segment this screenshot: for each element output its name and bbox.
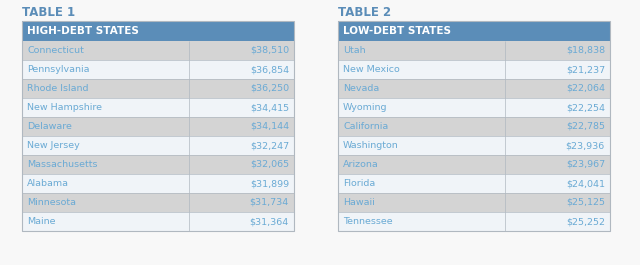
Text: $31,734: $31,734 [250, 198, 289, 207]
Bar [22, 174, 189, 193]
Bar [22, 79, 189, 98]
Bar [189, 155, 294, 174]
Text: $31,899: $31,899 [250, 179, 289, 188]
Bar [22, 21, 294, 231]
Text: TABLE 2: TABLE 2 [338, 6, 391, 19]
Bar [189, 79, 294, 98]
Bar [22, 193, 189, 212]
Bar [338, 117, 506, 136]
Text: $22,254: $22,254 [566, 103, 605, 112]
Text: Rhode Island: Rhode Island [27, 84, 88, 93]
Text: New Mexico: New Mexico [343, 65, 400, 74]
Bar [22, 155, 189, 174]
Text: $32,065: $32,065 [250, 160, 289, 169]
Text: Florida: Florida [343, 179, 375, 188]
Bar [506, 98, 610, 117]
Text: $25,252: $25,252 [566, 217, 605, 226]
Bar [338, 79, 506, 98]
Text: $24,041: $24,041 [566, 179, 605, 188]
Text: Alabama: Alabama [27, 179, 69, 188]
Text: Pennsylvania: Pennsylvania [27, 65, 90, 74]
Bar [506, 60, 610, 79]
Bar [189, 41, 294, 60]
Bar [506, 79, 610, 98]
Text: $32,247: $32,247 [250, 141, 289, 150]
Text: $34,144: $34,144 [250, 122, 289, 131]
Bar [338, 193, 506, 212]
Bar [506, 155, 610, 174]
Text: Hawaii: Hawaii [343, 198, 375, 207]
Text: $38,510: $38,510 [250, 46, 289, 55]
Text: $31,364: $31,364 [250, 217, 289, 226]
Bar [506, 136, 610, 155]
Bar [189, 98, 294, 117]
Text: $21,237: $21,237 [566, 65, 605, 74]
Text: Utah: Utah [343, 46, 365, 55]
Text: $22,064: $22,064 [566, 84, 605, 93]
Bar [338, 155, 506, 174]
Bar [22, 212, 189, 231]
Bar [338, 174, 506, 193]
Bar [189, 212, 294, 231]
Text: $23,967: $23,967 [566, 160, 605, 169]
Bar [189, 60, 294, 79]
Bar [506, 193, 610, 212]
Bar [506, 41, 610, 60]
Bar [506, 117, 610, 136]
Text: Arizona: Arizona [343, 160, 379, 169]
Bar [22, 136, 189, 155]
Text: New Hampshire: New Hampshire [27, 103, 102, 112]
Bar [189, 117, 294, 136]
Text: Minnesota: Minnesota [27, 198, 76, 207]
Text: $36,250: $36,250 [250, 84, 289, 93]
Bar [338, 98, 506, 117]
Text: Nevada: Nevada [343, 84, 380, 93]
Text: $22,785: $22,785 [566, 122, 605, 131]
Bar [338, 136, 506, 155]
Text: Massachusetts: Massachusetts [27, 160, 97, 169]
Text: Washington: Washington [343, 141, 399, 150]
Text: New Jersey: New Jersey [27, 141, 80, 150]
Text: Connecticut: Connecticut [27, 46, 84, 55]
Text: Wyoming: Wyoming [343, 103, 387, 112]
Text: $23,936: $23,936 [566, 141, 605, 150]
Bar [189, 174, 294, 193]
Bar [338, 60, 506, 79]
Bar [338, 212, 506, 231]
Bar [189, 193, 294, 212]
Text: Maine: Maine [27, 217, 56, 226]
Text: HIGH-DEBT STATES: HIGH-DEBT STATES [27, 26, 139, 36]
Bar [189, 136, 294, 155]
Bar [506, 174, 610, 193]
Text: California: California [343, 122, 388, 131]
Text: $18,838: $18,838 [566, 46, 605, 55]
Bar [22, 41, 189, 60]
Text: $36,854: $36,854 [250, 65, 289, 74]
Bar [338, 21, 610, 41]
Text: Delaware: Delaware [27, 122, 72, 131]
Bar [506, 212, 610, 231]
Text: $34,415: $34,415 [250, 103, 289, 112]
Text: $25,125: $25,125 [566, 198, 605, 207]
Text: TABLE 1: TABLE 1 [22, 6, 75, 19]
Bar [22, 117, 189, 136]
Text: LOW-DEBT STATES: LOW-DEBT STATES [343, 26, 451, 36]
Bar [22, 21, 294, 41]
Text: Tennessee: Tennessee [343, 217, 392, 226]
Bar [338, 21, 610, 231]
Bar [338, 41, 506, 60]
Bar [22, 60, 189, 79]
Bar [22, 98, 189, 117]
